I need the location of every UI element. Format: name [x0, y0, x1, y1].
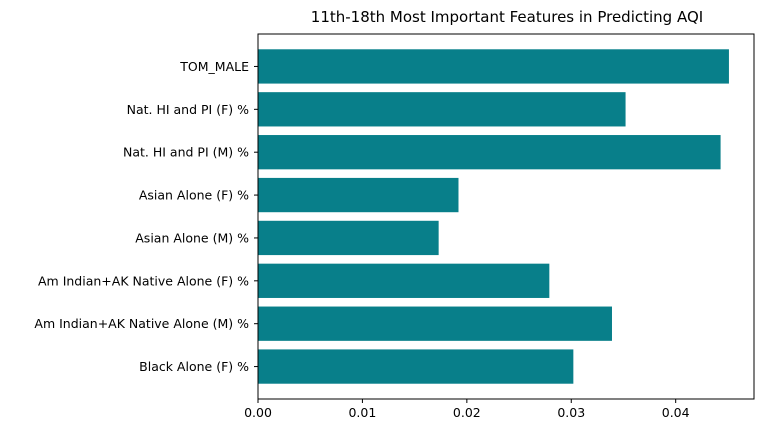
bar — [258, 306, 612, 341]
bar — [258, 177, 459, 213]
bars-group — [258, 49, 729, 384]
x-ticks: 0.00 0.01 0.02 0.03 0.04 — [244, 399, 690, 420]
plot-frame — [257, 33, 755, 400]
x-tick-label: 0.01 — [348, 405, 376, 420]
chart-title: 11th-18th Most Important Features in Pre… — [311, 8, 703, 26]
bar — [258, 349, 574, 384]
y-tick-label: Am Indian+AK Native Alone (F) % — [38, 273, 249, 288]
y-tick-label: Nat. HI and PI (M) % — [123, 145, 249, 160]
y-tick-label: Nat. HI and PI (F) % — [127, 102, 250, 117]
bar — [258, 135, 721, 170]
y-tick-label: Black Alone (F) % — [139, 359, 249, 374]
x-tick-label: 0.02 — [453, 405, 481, 420]
bar — [258, 220, 439, 256]
bar — [258, 92, 626, 127]
y-tick-label: Asian Alone (M) % — [135, 230, 249, 245]
x-tick-label: 0.00 — [244, 405, 272, 420]
x-tick-label: 0.03 — [557, 405, 585, 420]
y-tick-labels: TOM_MALE Nat. HI and PI (F) % Nat. HI and … — [34, 59, 258, 374]
x-tick-label: 0.04 — [662, 405, 690, 420]
y-tick-label: Am Indian+AK Native Alone (M) % — [34, 316, 249, 331]
bar — [258, 263, 550, 298]
y-tick-label: TOM_MALE — [179, 59, 249, 74]
y-tick-label: Asian Alone (F) % — [139, 188, 249, 203]
bar — [258, 49, 729, 84]
